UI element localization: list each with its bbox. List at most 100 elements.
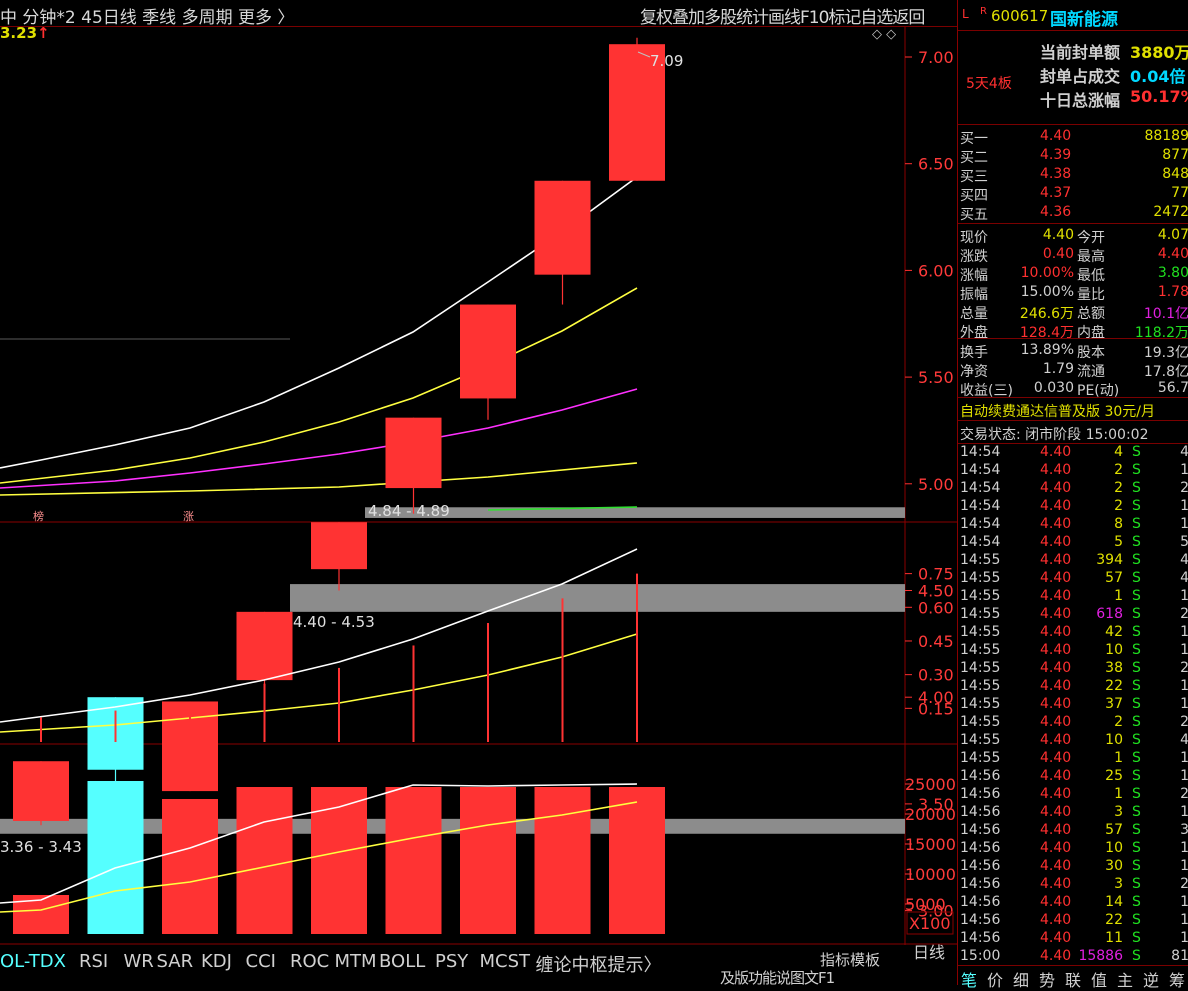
quote-row-cell: 10.1亿 [1143, 306, 1188, 322]
kline-chart[interactable]: 4.84 - 4.894.40 - 4.533.36 - 3.437.09榜涨 … [0, 0, 957, 945]
panel-tab[interactable]: 势 [1039, 971, 1056, 990]
tick-row: 14:56 4.40 3 S 2 [958, 875, 1188, 894]
gap-label-1: 4.84 - 4.89 [368, 502, 450, 520]
indicator-tab[interactable]: MCST [479, 951, 531, 972]
tick-row-cell: S [1132, 876, 1141, 892]
chart-options-icon[interactable]: ◇ ◇ [872, 27, 897, 42]
period-menu[interactable]: 中 分钟*2 45日线 季线 多周期 更多 〉 [0, 8, 295, 28]
panel-tab[interactable]: 主 [1117, 971, 1134, 990]
tick-row: 14:54 4.40 2 S 2 [958, 479, 1188, 498]
tick-row-cell: 4.40 [1040, 930, 1072, 946]
seal-amount-label: 当前封单额 [1040, 43, 1121, 62]
vol-tick: 0.75 [918, 565, 954, 584]
tick-row-cell: 42 [1105, 624, 1123, 640]
candle-body [236, 611, 293, 681]
tick-row-cell: 4.40 [1040, 588, 1072, 604]
tick-row-cell: S [1132, 786, 1141, 802]
panel-tab[interactable]: 筹 [1169, 971, 1186, 990]
tick-row: 14:55 4.40 1 S 1 [958, 587, 1188, 606]
tick-row-cell: 2 [1180, 714, 1188, 730]
tick-row-cell: 14:54 [960, 480, 1001, 496]
indicator-tab[interactable]: OL-TDX [0, 951, 66, 972]
tick-row: 14:55 4.40 10 S 4 [958, 731, 1188, 750]
tick-row-cell: 14:54 [960, 534, 1001, 550]
period-button[interactable]: 日线 [913, 943, 946, 962]
amount-bar [236, 787, 293, 934]
tick-row-cell: S [1132, 570, 1141, 586]
indicator-tab[interactable]: RSI [79, 951, 109, 972]
tick-row-cell: 14:56 [960, 804, 1001, 820]
panel-tab[interactable]: 值 [1091, 971, 1108, 990]
quote-row-cell: 1.78 [1157, 284, 1188, 300]
tick-row: 14:56 4.40 22 S 1 [958, 911, 1188, 930]
tick-row: 14:55 4.40 22 S 1 [958, 677, 1188, 696]
ma120-line [487, 506, 638, 511]
tick-row-cell: 1 [1180, 840, 1188, 856]
candle-body [13, 761, 69, 821]
tick-row-cell: S [1132, 444, 1141, 460]
indicator-tab[interactable]: MTM [334, 951, 377, 972]
quote-row-cell: 4.40 [1042, 227, 1074, 243]
stats-row-cell: PE(动) [1077, 383, 1120, 399]
gap-band-2 [290, 584, 905, 612]
price-tick: 6.00 [918, 261, 954, 280]
tick-row-cell: 4.40 [1040, 804, 1072, 820]
indicator-tab[interactable]: KDJ [201, 951, 232, 972]
quote-row: 振幅 15.00% 量比 1.78 [958, 283, 1188, 303]
tick-row-cell: 14:56 [960, 930, 1001, 946]
tick-row-cell: 2 [1114, 462, 1123, 478]
tick-row-cell: S [1132, 462, 1141, 478]
board-count: 5天4板 [966, 76, 1012, 92]
indicator-tab[interactable]: 缠论中枢提示〉 [535, 955, 662, 976]
indicator-tab[interactable]: BOLL [379, 951, 426, 972]
tick-row-cell: 2 [1180, 660, 1188, 676]
tick-row-cell: 1 [1180, 696, 1188, 712]
quote-row-cell: 总量 [960, 306, 988, 322]
ma20-line [0, 388, 638, 489]
panel-tab[interactable]: 细 [1013, 971, 1030, 990]
tick-row-cell: 2 [1180, 606, 1188, 622]
tick-row-cell: 4.40 [1040, 696, 1072, 712]
stock-name[interactable]: 国新能源 [1050, 10, 1118, 30]
tick-row-cell: 22 [1105, 678, 1123, 694]
order-book-row-cell: 77 [1171, 185, 1188, 201]
tick-row-cell: 14:54 [960, 462, 1001, 478]
tick-row: 14:56 4.40 25 S 1 [958, 767, 1188, 786]
quote-row-cell: 15.00% [1020, 284, 1074, 300]
indicator-tab[interactable]: PSY [435, 951, 469, 972]
panel-tab[interactable]: 联 [1065, 971, 1082, 990]
tick-row-cell: 5 [1180, 534, 1188, 550]
tick-row: 14:56 4.40 3 S 1 [958, 803, 1188, 822]
indicator-tab[interactable]: ROC [290, 951, 330, 972]
tick-row-cell: 22 [1105, 912, 1123, 928]
quote-row: 涨幅 10.00% 最低 3.80 [958, 264, 1188, 284]
price-tick: 5.00 [918, 475, 954, 494]
order-book-row-cell: 848 [1162, 166, 1188, 182]
price-tick: 5.50 [918, 368, 954, 387]
indicator-tab[interactable]: CCI [245, 951, 276, 972]
tick-row-cell: S [1132, 624, 1141, 640]
indicator-tab[interactable]: WR [123, 951, 154, 972]
tick-row-cell: 14:56 [960, 786, 1001, 802]
tick-row-cell: S [1132, 498, 1141, 514]
r-tag: R [980, 6, 987, 17]
tick-row-cell: S [1132, 822, 1141, 838]
function-menu[interactable]: 复权叠加多股统计画线F10标记自选返回 [640, 8, 925, 28]
indicator-tab[interactable]: SAR [156, 951, 194, 972]
panel-tab[interactable]: 价 [987, 971, 1004, 990]
panel-tab[interactable]: 逆 [1143, 971, 1160, 990]
tick-row-cell: 14:55 [960, 714, 1001, 730]
help-menu[interactable]: 及版功能说图文F1 [720, 969, 835, 987]
promo-banner[interactable]: 自动续费通达信普及版 30元/月 [960, 404, 1155, 420]
stats-row-cell: 1.79 [1042, 361, 1074, 377]
tick-row-cell: 1 [1180, 462, 1188, 478]
tick-row-cell: 394 [1096, 552, 1123, 568]
tick-row: 14:54 4.40 8 S 1 [958, 515, 1188, 534]
panel-tab[interactable]: 笔 [961, 971, 978, 990]
tick-row-cell: 1 [1180, 912, 1188, 928]
indicator-template-button[interactable]: 指标模板 [820, 951, 881, 969]
tick-row: 14:55 4.40 10 S 1 [958, 641, 1188, 660]
tick-row-cell: 2 [1114, 498, 1123, 514]
tick-row-cell: S [1132, 516, 1141, 532]
quote-row-cell: 4.40 [1157, 246, 1188, 262]
